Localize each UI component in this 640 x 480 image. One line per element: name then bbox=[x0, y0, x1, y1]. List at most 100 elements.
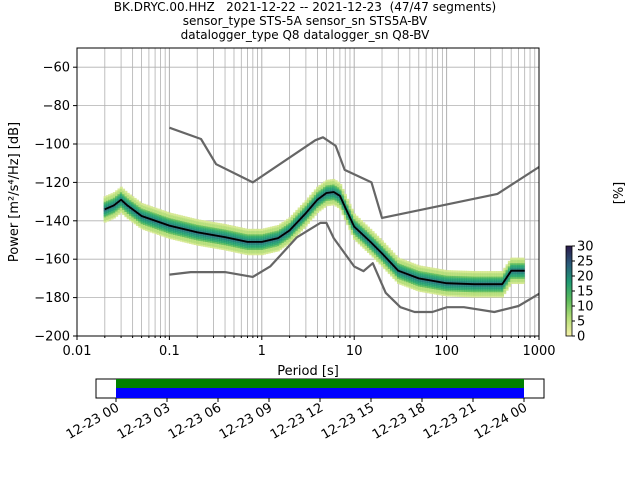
density-cell bbox=[221, 228, 225, 231]
density-cell bbox=[117, 202, 121, 205]
density-cell bbox=[487, 290, 491, 293]
density-cell bbox=[313, 194, 317, 197]
density-cell bbox=[489, 272, 493, 275]
density-cell bbox=[394, 265, 398, 268]
density-cell bbox=[145, 221, 149, 225]
density-cell bbox=[466, 277, 470, 280]
density-cell bbox=[263, 236, 267, 240]
density-cell bbox=[297, 210, 301, 214]
density-cell bbox=[498, 272, 502, 275]
density-cell bbox=[110, 194, 114, 198]
density-cell bbox=[466, 276, 470, 279]
density-cell bbox=[380, 264, 384, 267]
y-axis-label: Power [m²/s⁴/Hz] [dB] bbox=[7, 122, 22, 262]
density-cell bbox=[281, 244, 285, 247]
density-cell bbox=[138, 201, 142, 204]
density-cell bbox=[415, 269, 419, 272]
density-cell bbox=[279, 244, 283, 247]
density-cell bbox=[286, 234, 290, 237]
density-cell bbox=[290, 232, 294, 235]
density-cell bbox=[357, 242, 361, 245]
density-cell bbox=[170, 235, 174, 238]
density-cell bbox=[461, 293, 465, 296]
density-cell bbox=[320, 202, 324, 205]
density-cell bbox=[133, 204, 137, 208]
density-cell bbox=[496, 272, 500, 275]
density-cell bbox=[343, 195, 347, 198]
density-cell bbox=[138, 208, 142, 211]
density-cell bbox=[316, 207, 320, 210]
density-cell bbox=[290, 228, 294, 231]
density-cell bbox=[161, 229, 165, 232]
density-cell bbox=[276, 226, 280, 229]
density-cell bbox=[332, 192, 336, 195]
density-cell bbox=[267, 242, 271, 245]
density-cell bbox=[256, 235, 260, 238]
density-cell bbox=[191, 237, 195, 240]
density-cell bbox=[207, 221, 211, 224]
density-cell bbox=[450, 287, 454, 290]
density-cell bbox=[253, 253, 257, 256]
density-cell bbox=[320, 207, 324, 210]
density-cell bbox=[408, 268, 412, 272]
density-cell bbox=[360, 220, 364, 223]
density-cell bbox=[394, 268, 398, 272]
density-cell bbox=[346, 209, 350, 212]
density-cell bbox=[378, 248, 382, 251]
density-cell bbox=[112, 214, 116, 217]
density-cell bbox=[112, 197, 116, 200]
density-cell bbox=[216, 222, 220, 226]
density-cell bbox=[327, 193, 331, 196]
density-cell bbox=[362, 241, 366, 244]
density-cell bbox=[279, 223, 283, 226]
density-cell bbox=[235, 233, 239, 236]
density-cell bbox=[392, 268, 396, 271]
density-cell bbox=[283, 241, 287, 244]
density-cell bbox=[514, 273, 518, 276]
density-cell bbox=[408, 286, 412, 289]
density-cell bbox=[105, 196, 109, 200]
density-cell bbox=[244, 242, 248, 245]
density-cell bbox=[491, 272, 495, 275]
density-cell bbox=[346, 200, 350, 203]
density-cell bbox=[450, 294, 454, 297]
density-cell bbox=[124, 195, 128, 199]
density-cell bbox=[450, 284, 454, 287]
density-cell bbox=[392, 262, 396, 266]
density-cell bbox=[392, 254, 396, 257]
density-cell bbox=[346, 202, 350, 205]
density-cell bbox=[140, 221, 144, 225]
density-cell bbox=[117, 205, 121, 208]
density-cell bbox=[145, 228, 149, 231]
density-cell bbox=[433, 283, 437, 286]
density-cell bbox=[177, 230, 181, 233]
density-cell bbox=[348, 226, 352, 229]
density-cell bbox=[228, 249, 232, 252]
density-cell bbox=[145, 211, 149, 214]
density-cell bbox=[133, 220, 137, 223]
density-cell bbox=[212, 225, 216, 228]
density-cell bbox=[165, 227, 169, 230]
density-cell bbox=[445, 290, 449, 294]
density-cell bbox=[494, 274, 498, 277]
density-cell bbox=[288, 219, 292, 222]
density-cell bbox=[200, 230, 204, 233]
density-cell bbox=[339, 183, 343, 187]
density-cell bbox=[463, 293, 467, 296]
density-cell bbox=[198, 229, 202, 233]
density-cell bbox=[348, 212, 352, 215]
density-cell bbox=[521, 281, 525, 285]
density-cell bbox=[297, 229, 301, 233]
density-cell bbox=[413, 272, 417, 275]
density-cell bbox=[417, 265, 421, 268]
density-cell bbox=[339, 189, 343, 192]
density-cell bbox=[392, 266, 396, 269]
density-cell bbox=[290, 220, 294, 223]
density-cell bbox=[140, 202, 144, 206]
density-cell bbox=[507, 267, 511, 270]
density-cell bbox=[193, 222, 197, 225]
density-cell bbox=[112, 199, 116, 202]
density-cell bbox=[263, 247, 267, 250]
density-cell bbox=[408, 284, 412, 287]
density-cell bbox=[369, 242, 373, 245]
